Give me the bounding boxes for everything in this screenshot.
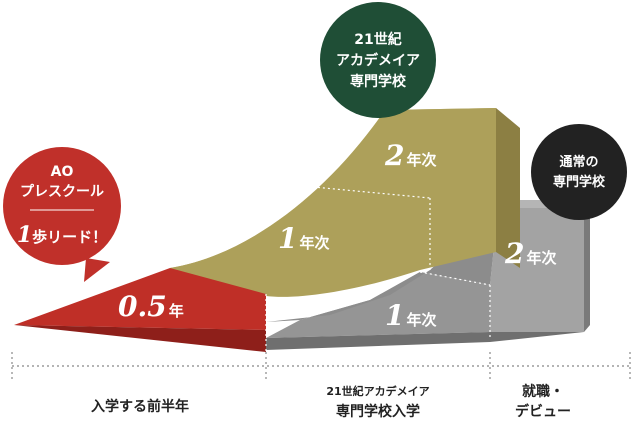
ao-badge-tail xyxy=(84,258,110,282)
normal-badge: 通常の 専門学校 xyxy=(531,124,627,220)
academy-right-side xyxy=(496,108,520,268)
ao-badge-line1: AO xyxy=(51,164,74,180)
ao-wedge-front xyxy=(14,268,266,330)
timeline-period1: 入学する前半年 xyxy=(91,398,189,415)
ao-badge-line2: プレスクール xyxy=(20,184,104,200)
separator-academy-years xyxy=(302,185,431,199)
normal-badge-line2: 専門学校 xyxy=(553,174,606,190)
academy-year1-label: 1 年次 xyxy=(278,222,330,255)
academy-year2-label: 2 年次 xyxy=(384,139,437,172)
ao-badge: AO プレスクール 1歩リード！ xyxy=(3,147,121,282)
academy-front xyxy=(170,108,496,330)
normal-year2-label: 2 年次 xyxy=(504,237,557,270)
ao-wedge-bottom xyxy=(14,325,266,352)
separator-normal-years xyxy=(419,271,491,286)
normal-year1-label: 1 年次 xyxy=(385,299,437,332)
academy-block xyxy=(170,108,520,330)
ao-badge-circle xyxy=(3,147,121,265)
normal-year1-front xyxy=(266,272,490,338)
ao-half-label: 0.5 年 xyxy=(118,290,184,323)
academy-badge-line1: 21世紀 xyxy=(354,31,401,48)
timeline-period3-line2: デビュー xyxy=(515,403,571,420)
timeline-period3-line1: 就職・ xyxy=(522,383,564,400)
normal-badge-line1: 通常の xyxy=(559,154,598,170)
ao-block xyxy=(14,268,266,352)
timeline: 入学する前半年 21世紀アカデメイア 専門学校入学 就職・ デビュー xyxy=(11,352,631,420)
academy-badge: 21世紀 アカデメイア 専門学校 xyxy=(320,2,436,118)
ao-badge-highlight: 1歩リード！ xyxy=(17,222,107,248)
academy-badge-circle xyxy=(320,2,436,118)
timeline-period2-line1: 21世紀アカデメイア xyxy=(326,384,429,398)
normal-year1-top xyxy=(266,208,498,322)
timeline-period2-line2: 専門学校入学 xyxy=(336,403,420,420)
normal-underside xyxy=(266,332,584,350)
academy-badge-line3: 専門学校 xyxy=(350,73,407,90)
academy-badge-line2: アカデメイア xyxy=(336,52,420,69)
normal-year2-right-side xyxy=(584,200,590,332)
normal-badge-circle xyxy=(531,124,627,220)
